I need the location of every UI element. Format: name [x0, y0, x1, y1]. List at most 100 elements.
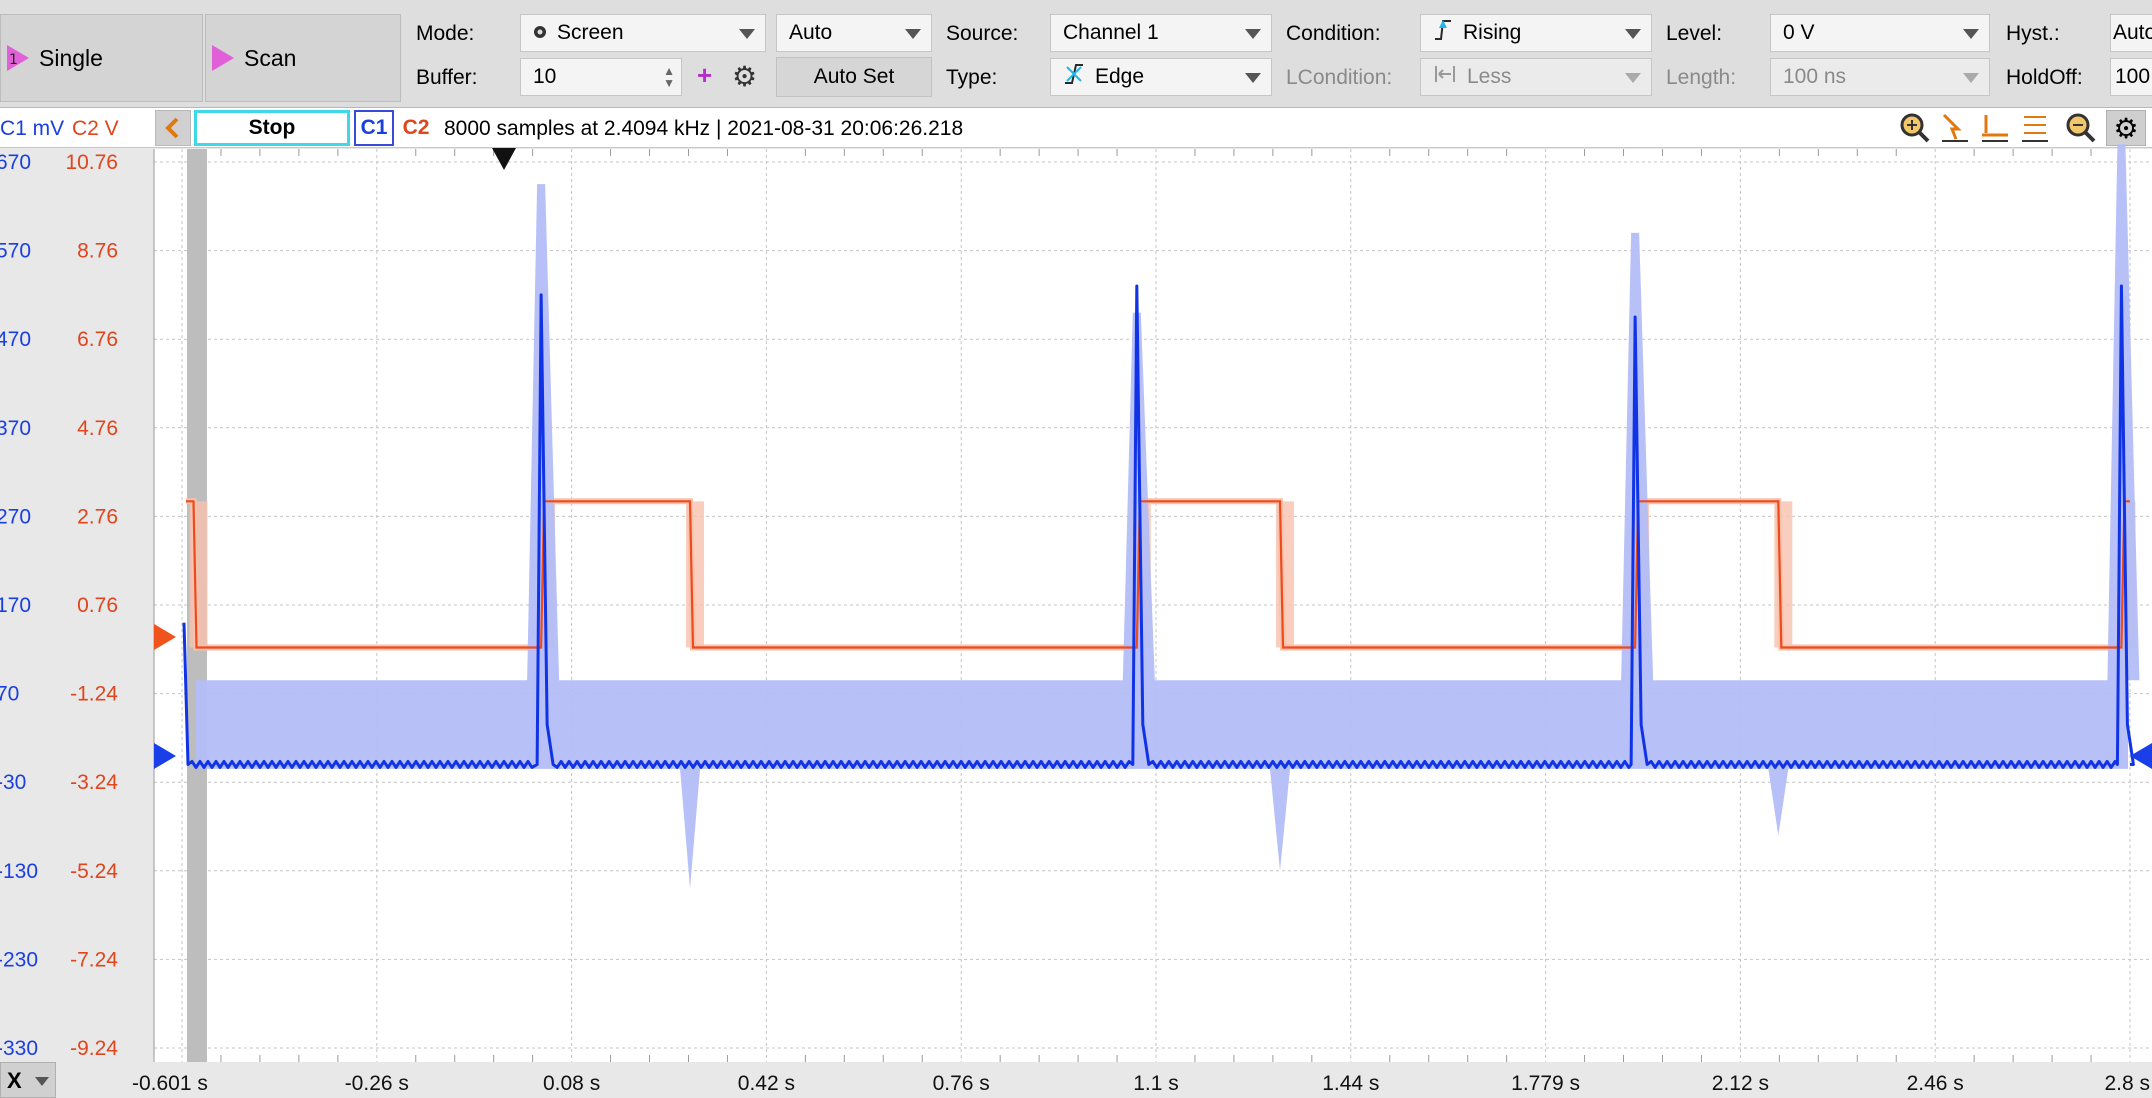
- x-axis: -0.601 s -0.26 s 0.08 s 0.42 s 0.76 s 1.1 s 1.…: [56, 1062, 2152, 1098]
- level-label: Level:: [1666, 22, 1723, 45]
- c1-unit-label: C1 mV: [0, 117, 65, 140]
- channel-1-toggle[interactable]: C1: [354, 110, 394, 146]
- x-tick-label: 1.44 s: [1322, 1072, 1379, 1095]
- c1-tick-label: -330: [0, 1037, 38, 1060]
- chevron-down-icon: [1245, 73, 1261, 83]
- level-value: 0 V: [1783, 21, 1815, 44]
- x-tick-label: -0.26 s: [345, 1072, 409, 1095]
- add-buffer-icon[interactable]: +: [697, 60, 713, 90]
- c1-offset-marker[interactable]: [154, 743, 176, 769]
- source-value: Channel 1: [1063, 21, 1159, 44]
- chevron-down-icon: [905, 29, 921, 39]
- x-tick-label: 2.8 s: [2104, 1072, 2150, 1095]
- mode-value: Screen: [557, 21, 624, 44]
- lcondition-label: LCondition:: [1286, 66, 1393, 89]
- zoom-out-icon[interactable]: [2064, 111, 2098, 145]
- x-axis-label: X: [7, 1068, 22, 1093]
- c1-label: C1: [360, 116, 388, 139]
- scan-icon: [210, 43, 236, 73]
- lcondition-select[interactable]: Less: [1420, 58, 1652, 96]
- x-tick-label: 0.08 s: [543, 1072, 600, 1095]
- c2-tick-label: -9.24: [70, 1037, 118, 1060]
- mode-select[interactable]: Screen: [520, 14, 766, 52]
- condition-label: Condition:: [1286, 22, 1381, 45]
- c1-waveform: [182, 284, 2135, 769]
- c2-unit-label: C2 V: [72, 117, 119, 140]
- hyst-label: Hyst.:: [2006, 22, 2060, 45]
- x-tick-label: 0.76 s: [933, 1072, 990, 1095]
- auto-set-label: Auto Set: [813, 65, 895, 88]
- c2-tick-label: -3.24: [70, 771, 118, 794]
- c2-tick-label: 2.76: [77, 505, 118, 528]
- plot-header: C1 mV C2 V Stop C1 C2 8000 samples at 2.…: [0, 108, 2152, 148]
- c2-trace: [186, 500, 2130, 649]
- buffer-input[interactable]: 10 ▲ ▼: [520, 58, 682, 96]
- length-input[interactable]: 100 ns: [1770, 58, 1990, 96]
- holdoff-input[interactable]: 100: [2110, 58, 2152, 96]
- c2-tick-label: 6.76: [77, 328, 118, 351]
- type-select[interactable]: Edge: [1050, 58, 1272, 96]
- c1-tick-label: 370: [0, 417, 31, 440]
- c2-tick-label: 4.76: [77, 417, 118, 440]
- mode-label: Mode:: [416, 22, 475, 45]
- horizontal-cursor-icon[interactable]: [1978, 111, 2012, 145]
- chevron-down-icon: [739, 29, 755, 39]
- svg-text:1: 1: [9, 52, 18, 68]
- level-input[interactable]: 0 V: [1770, 14, 1990, 52]
- scan-button[interactable]: Scan: [205, 14, 401, 102]
- hyst-input[interactable]: Auto: [2110, 14, 2152, 52]
- collapse-button[interactable]: [155, 110, 191, 146]
- zoom-in-icon[interactable]: [1898, 111, 1932, 145]
- spin-arrows-icon[interactable]: ▲ ▼: [663, 64, 675, 90]
- lcondition-value: Less: [1467, 65, 1512, 88]
- auto-set-button[interactable]: Auto Set: [776, 57, 932, 97]
- x-tick-label: -0.601 s: [132, 1072, 208, 1095]
- less-icon: [1433, 63, 1457, 91]
- source-select[interactable]: Channel 1: [1050, 14, 1272, 52]
- c1-tick-label: 670: [0, 151, 31, 174]
- condition-select[interactable]: Rising: [1420, 14, 1652, 52]
- x-tick-label: 2.12 s: [1712, 1072, 1769, 1095]
- vertical-cursor-icon[interactable]: [2018, 111, 2052, 145]
- x-tick-label: 1.779 s: [1511, 1072, 1580, 1095]
- c2-offset-marker[interactable]: [154, 624, 176, 650]
- x-axis-control[interactable]: X: [0, 1062, 56, 1098]
- single-label: Single: [39, 44, 103, 71]
- gear-icon: ⚙: [2113, 112, 2139, 144]
- screen-mode-icon: [533, 21, 547, 45]
- trigger-level-marker[interactable]: [2130, 743, 2152, 769]
- c1-tick-label: -30: [0, 771, 26, 794]
- type-value: Edge: [1095, 65, 1145, 88]
- c2-waveform: [186, 500, 2130, 649]
- c1-tick-label: 70: [0, 683, 19, 706]
- c2-tick-label: -1.24: [70, 683, 118, 706]
- stop-label: Stop: [248, 116, 296, 139]
- single-icon: 1: [5, 43, 31, 73]
- trigger-toolbar: 1 Single Scan Mode: Screen Auto Buffer: …: [0, 0, 2152, 108]
- c2-tick-label: 0.76: [77, 594, 118, 617]
- x-tick-label: 0.42 s: [738, 1072, 795, 1095]
- chevron-left-icon: [165, 117, 179, 139]
- single-button[interactable]: 1 Single: [0, 14, 203, 102]
- holdoff-label: HoldOff:: [2006, 66, 2083, 89]
- buffer-label: Buffer:: [416, 66, 478, 89]
- holdoff-value: 100: [2115, 65, 2151, 88]
- stop-button[interactable]: Stop: [194, 110, 350, 146]
- cursor-arrow-icon[interactable]: [1938, 111, 1972, 145]
- type-label: Type:: [946, 66, 998, 89]
- channel-2-toggle[interactable]: C2: [396, 110, 436, 146]
- c2-tick-label: 8.76: [77, 240, 118, 263]
- c1-envelope-band: [196, 144, 2140, 889]
- settings-button[interactable]: ⚙: [2106, 110, 2146, 146]
- length-label: Length:: [1666, 66, 1737, 89]
- c2-label: C2: [402, 116, 430, 139]
- auto-mode-select[interactable]: Auto: [776, 14, 932, 52]
- c1-tick-label: 470: [0, 328, 31, 351]
- rising-edge-icon: [1433, 17, 1453, 49]
- c1-tick-label: 570: [0, 240, 31, 263]
- plot-grid: [153, 149, 2152, 1062]
- gear-icon[interactable]: ⚙: [732, 61, 758, 92]
- chevron-down-icon: [1625, 29, 1641, 39]
- trigger-position-marker[interactable]: [492, 148, 516, 170]
